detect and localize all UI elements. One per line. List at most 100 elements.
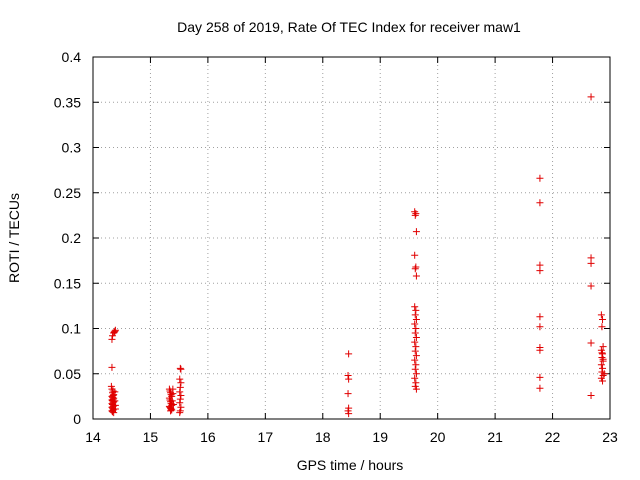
x-tick-label: 23 bbox=[602, 429, 618, 445]
y-tick-label: 0.4 bbox=[62, 49, 82, 65]
data-point bbox=[599, 355, 607, 363]
y-tick-label: 0.15 bbox=[54, 275, 81, 291]
x-axis-label: GPS time / hours bbox=[297, 457, 404, 473]
chart-title: Day 258 of 2019, Rate Of TEC Index for r… bbox=[177, 19, 521, 35]
data-point bbox=[169, 401, 177, 409]
y-tick-label: 0.1 bbox=[62, 321, 82, 337]
data-point bbox=[587, 339, 595, 347]
data-point bbox=[600, 370, 608, 378]
data-point bbox=[345, 350, 353, 358]
data-point bbox=[108, 407, 116, 415]
x-tick-label: 21 bbox=[487, 429, 503, 445]
data-point bbox=[411, 303, 419, 311]
data-point bbox=[412, 361, 420, 369]
data-point bbox=[411, 265, 419, 273]
y-tick-label: 0.25 bbox=[54, 185, 81, 201]
y-tick-label: 0.3 bbox=[62, 140, 82, 156]
data-point bbox=[597, 311, 605, 319]
data-point bbox=[598, 349, 606, 357]
data-point bbox=[111, 327, 119, 335]
data-point bbox=[169, 385, 177, 393]
data-point bbox=[536, 174, 544, 182]
data-point bbox=[168, 406, 176, 414]
data-point bbox=[345, 410, 353, 418]
grid-lines bbox=[93, 57, 610, 419]
data-point bbox=[108, 335, 116, 343]
data-point bbox=[177, 379, 185, 387]
x-tick-label: 22 bbox=[545, 429, 561, 445]
data-point bbox=[411, 211, 419, 219]
data-point bbox=[176, 395, 184, 403]
data-point bbox=[168, 397, 176, 405]
x-tick-label: 16 bbox=[200, 429, 216, 445]
data-point bbox=[411, 356, 419, 364]
data-point bbox=[587, 391, 595, 399]
data-point bbox=[176, 399, 184, 407]
data-point bbox=[412, 385, 420, 393]
data-point bbox=[536, 384, 544, 392]
data-point bbox=[587, 282, 595, 290]
data-point bbox=[177, 403, 185, 411]
data-point bbox=[167, 405, 175, 413]
y-axis-label: ROTI / TECUs bbox=[6, 193, 22, 283]
data-point bbox=[177, 365, 185, 373]
data-point bbox=[412, 272, 420, 280]
data-point bbox=[412, 263, 420, 271]
data-point bbox=[411, 320, 419, 328]
data-point bbox=[111, 326, 119, 334]
data-point bbox=[345, 375, 353, 383]
y-tick-label: 0.35 bbox=[54, 94, 81, 110]
plot-frame bbox=[92, 56, 611, 420]
data-point bbox=[411, 347, 419, 355]
data-point bbox=[176, 375, 184, 383]
data-point bbox=[412, 210, 420, 218]
data-point bbox=[176, 388, 184, 396]
data-point bbox=[110, 409, 118, 417]
data-point bbox=[176, 409, 184, 417]
y-tick-label: 0.2 bbox=[62, 230, 82, 246]
data-point bbox=[412, 306, 420, 314]
data-point bbox=[599, 350, 607, 358]
data-point bbox=[167, 407, 175, 415]
data-point bbox=[597, 361, 605, 369]
data-point bbox=[536, 267, 544, 275]
data-point bbox=[587, 93, 595, 101]
data-point bbox=[108, 363, 116, 371]
data-point bbox=[536, 313, 544, 321]
data-point bbox=[412, 315, 420, 323]
data-point bbox=[587, 259, 595, 267]
data-point bbox=[412, 334, 420, 342]
axis-ticks: 14 15 16 17 18 19 20 21 22 23 0 0.05 0.1 0.15 0.2 0.25 0… bbox=[54, 49, 618, 445]
data-point bbox=[176, 364, 184, 372]
data-point bbox=[599, 315, 607, 323]
data-point bbox=[599, 364, 607, 372]
data-point bbox=[176, 407, 184, 415]
data-point bbox=[536, 346, 544, 354]
data-point bbox=[411, 208, 419, 216]
x-tick-label: 19 bbox=[372, 429, 388, 445]
x-tick-label: 17 bbox=[258, 429, 274, 445]
data-point bbox=[344, 372, 352, 380]
x-tick-label: 20 bbox=[430, 429, 446, 445]
data-point bbox=[412, 352, 420, 360]
x-tick-label: 15 bbox=[143, 429, 159, 445]
data-point bbox=[411, 374, 419, 382]
data-point bbox=[411, 311, 419, 319]
data-points bbox=[107, 93, 608, 418]
data-point bbox=[167, 391, 175, 399]
data-point bbox=[176, 383, 184, 391]
data-point bbox=[111, 388, 119, 396]
data-point bbox=[411, 329, 419, 337]
data-point bbox=[598, 323, 606, 331]
data-point bbox=[536, 373, 544, 381]
data-point bbox=[411, 338, 419, 346]
data-point bbox=[412, 325, 420, 332]
data-point bbox=[411, 365, 419, 373]
data-point bbox=[110, 328, 118, 336]
data-point bbox=[536, 199, 544, 207]
data-point bbox=[599, 377, 607, 385]
data-point bbox=[599, 343, 607, 351]
data-point bbox=[412, 343, 420, 351]
y-tick-label: 0 bbox=[73, 411, 81, 427]
